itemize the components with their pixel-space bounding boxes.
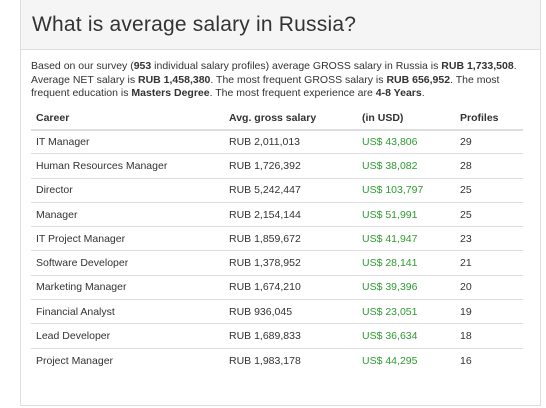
usd-cell: US$ 36,634 <box>357 323 455 349</box>
summary-text: . The most frequent education is <box>31 73 500 100</box>
gross-cell: RUB 1,378,952 <box>224 250 357 276</box>
header-profiles: Profiles <box>455 107 523 131</box>
usd-cell: US$ 41,947 <box>357 226 455 251</box>
gross-cell: RUB 936,045 <box>224 299 357 324</box>
gross-cell: RUB 2,154,144 <box>224 201 357 227</box>
gross-cell: RUB 5,242,447 <box>224 177 357 203</box>
summary-text: . The most frequent experience are <box>209 87 376 99</box>
frequent-education: Masters Degree <box>131 87 210 99</box>
profiles-cell: 21 <box>455 250 523 276</box>
career-cell: Project Manager <box>31 347 224 373</box>
profiles-cell: 25 <box>455 177 523 203</box>
frequent-gross-salary: RUB 656,952 <box>386 73 451 86</box>
profiles-cell: 28 <box>455 153 523 179</box>
gross-cell: RUB 1,983,178 <box>224 347 357 373</box>
table-header-row: Career Avg. gross salary (in USD) Profil… <box>31 107 523 131</box>
table-row: Marketing Manager RUB 1,674,210 US$ 39,3… <box>31 274 523 300</box>
table-row: Software Developer RUB 1,378,952 US$ 28,… <box>31 250 523 276</box>
career-cell: IT Project Manager <box>31 226 224 251</box>
table-row: Financial Analyst RUB 936,045 US$ 23,051… <box>31 299 523 324</box>
gross-cell: RUB 1,674,210 <box>224 274 357 300</box>
career-cell: Manager <box>31 201 224 227</box>
career-cell: IT Manager <box>31 128 224 154</box>
page-title: What is average salary in Russia? <box>32 13 357 36</box>
usd-cell: US$ 23,051 <box>357 299 455 324</box>
profiles-cell: 29 <box>455 128 523 154</box>
usd-cell: US$ 103,797 <box>357 177 455 203</box>
profiles-count: 953 <box>133 60 152 72</box>
avg-gross-salary: RUB 1,733,508 <box>441 60 514 72</box>
gross-cell: RUB 2,011,013 <box>224 128 357 154</box>
usd-cell: US$ 39,396 <box>357 274 455 300</box>
table-row: IT Manager RUB 2,011,013 US$ 43,806 29 <box>31 128 523 154</box>
table-row: Project Manager RUB 1,983,178 US$ 44,295… <box>31 347 523 373</box>
profiles-cell: 20 <box>455 274 523 300</box>
panel-body: Based on our survey (953 individual sala… <box>21 50 540 373</box>
profiles-cell: 25 <box>455 201 523 227</box>
profiles-cell: 18 <box>455 323 523 349</box>
gross-cell: RUB 1,726,392 <box>224 153 357 179</box>
avg-net-salary: RUB 1,458,380 <box>138 73 211 86</box>
usd-cell: US$ 38,082 <box>357 153 455 179</box>
career-cell: Financial Analyst <box>31 299 224 324</box>
panel-heading: What is average salary in Russia? <box>21 0 540 50</box>
usd-cell: US$ 44,295 <box>357 347 455 373</box>
career-cell: Software Developer <box>31 250 224 276</box>
gross-cell: RUB 1,689,833 <box>224 323 357 349</box>
usd-cell: US$ 28,141 <box>357 250 455 276</box>
header-usd: (in USD) <box>357 107 455 131</box>
summary-text: . The most frequent GROSS salary is <box>210 73 387 86</box>
profiles-cell: 16 <box>455 347 523 373</box>
header-avg-gross: Avg. gross salary <box>224 107 357 131</box>
header-career: Career <box>31 107 224 131</box>
profiles-cell: 19 <box>455 299 523 324</box>
summary-text: . <box>421 87 425 99</box>
salary-panel: What is average salary in Russia? Based … <box>20 0 541 406</box>
career-cell: Marketing Manager <box>31 274 224 300</box>
table-row: IT Project Manager RUB 1,859,672 US$ 41,… <box>31 226 523 251</box>
table-row: Human Resources Manager RUB 1,726,392 US… <box>31 153 523 179</box>
profiles-cell: 23 <box>455 226 523 251</box>
career-cell: Lead Developer <box>31 323 224 349</box>
salary-table: Career Avg. gross salary (in USD) Profil… <box>31 107 523 373</box>
salary-summary: Based on our survey (953 individual sala… <box>31 60 531 101</box>
career-cell: Director <box>31 177 224 203</box>
usd-cell: US$ 43,806 <box>357 128 455 154</box>
gross-cell: RUB 1,859,672 <box>224 226 357 251</box>
frequent-experience: 4-8 Years <box>375 87 422 99</box>
career-cell: Human Resources Manager <box>31 153 224 179</box>
summary-text: Based on our survey ( <box>31 60 134 72</box>
usd-cell: US$ 51,991 <box>357 201 455 227</box>
table-row: Director RUB 5,242,447 US$ 103,797 25 <box>31 177 523 203</box>
summary-text: . Average NET salary is <box>31 60 517 86</box>
summary-text: individual salary profiles) average GROS… <box>151 60 442 72</box>
table-row: Manager RUB 2,154,144 US$ 51,991 25 <box>31 201 523 227</box>
table-row: Lead Developer RUB 1,689,833 US$ 36,634 … <box>31 323 523 349</box>
